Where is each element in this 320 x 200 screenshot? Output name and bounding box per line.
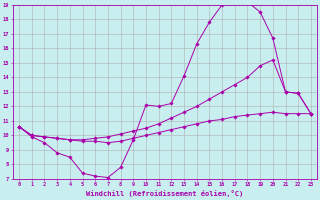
X-axis label: Windchill (Refroidissement éolien,°C): Windchill (Refroidissement éolien,°C) xyxy=(86,190,244,197)
